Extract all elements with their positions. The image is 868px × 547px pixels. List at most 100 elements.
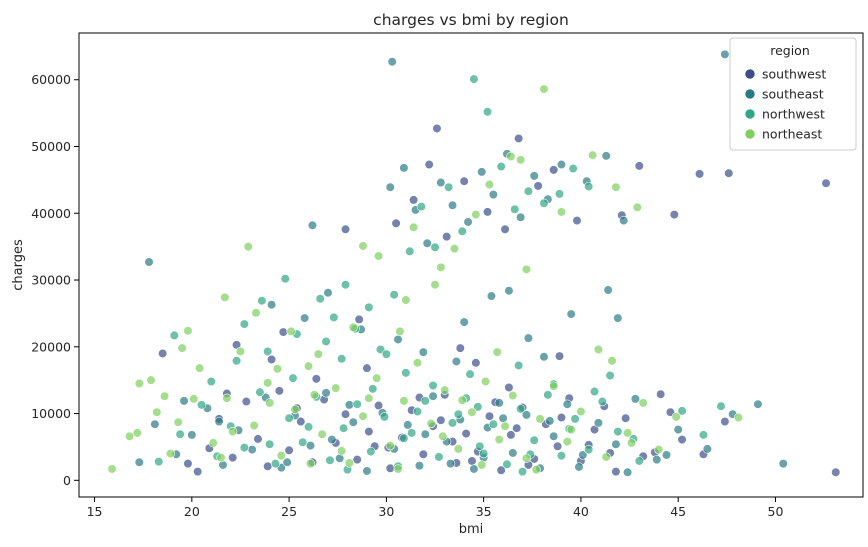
scatter-point-northeast (364, 393, 374, 403)
scatter-point-northwest (196, 400, 207, 410)
scatter-point-southeast (488, 189, 498, 200)
scatter-point-northeast (337, 446, 347, 456)
scatter-point-southwest (554, 351, 565, 361)
scatter-point-northeast (535, 414, 545, 424)
scatter-point-northeast (309, 390, 319, 400)
scatter-point-northwest (263, 346, 273, 357)
scatter-point-northeast (506, 151, 516, 162)
scatter-point-northwest (284, 413, 294, 423)
y-axis: 0 10000 20000 30000 40000 50000 60000 (31, 72, 79, 488)
scatter-point-southeast (486, 291, 497, 301)
scatter-point-northwest (634, 456, 644, 466)
scatter-point-southwest (311, 374, 321, 384)
scatter-point-southwest (193, 467, 203, 477)
scatter-point-southeast (305, 440, 316, 451)
scatter-point-southwest (267, 354, 277, 365)
scatter-point-northeast (372, 373, 382, 383)
scatter-point-southeast (566, 309, 576, 319)
scatter-point-southwest (278, 327, 288, 337)
scatter-point-northeast (124, 431, 135, 441)
scatter-point-southwest (506, 430, 516, 440)
scatter-point-southwest (677, 434, 687, 445)
scatter-point-southwest (228, 453, 238, 463)
y-tick-label: 20000 (31, 339, 71, 354)
scatter-point-northeast (438, 431, 448, 441)
scatter-point-northeast (152, 407, 162, 417)
scatter-point-southwest (253, 434, 263, 444)
scatter-point-northwest (453, 409, 463, 419)
scatter-point-northwest (325, 455, 335, 465)
scatter-point-southeast (422, 238, 432, 248)
scatter-point-southeast (399, 163, 409, 173)
scatter-point-southeast (344, 400, 355, 410)
scatter-point-southeast (601, 151, 611, 161)
scatter-point-southwest (436, 415, 446, 425)
scatter-point-northwest (516, 404, 526, 414)
scatter-point-southwest (467, 456, 477, 466)
scatter-point-northwest (280, 274, 290, 284)
scatter-point-northeast (401, 295, 411, 305)
scatter-point-northeast (235, 346, 246, 357)
scatter-point-southeast (436, 177, 446, 188)
x-axis: 15 20 25 30 35 40 45 50 (87, 497, 783, 519)
scatter-point-northeast (453, 444, 463, 454)
scatter-point-northeast (484, 179, 495, 190)
legend-label-northwest: northwest (762, 107, 825, 122)
scatter-point-northeast (177, 343, 187, 353)
y-axis-label: charges (11, 239, 26, 291)
scatter-point-southeast (603, 285, 613, 295)
scatter-point-northwest (539, 198, 549, 208)
scatter-point-northeast (160, 391, 170, 401)
scatter-point-southwest (263, 461, 273, 471)
scatter-point-northeast (467, 407, 477, 417)
scatter-point-northeast (480, 376, 491, 387)
scatter-point-northeast (623, 428, 633, 438)
scatter-point-southwest (694, 169, 705, 179)
scatter-point-southeast (387, 57, 397, 67)
scatter-point-southeast (508, 448, 518, 458)
scatter-point-southeast (613, 313, 623, 323)
scatter-point-northwest (465, 369, 475, 379)
scatter-point-northwest (364, 302, 374, 312)
scatter-point-northwest (352, 399, 362, 409)
y-tick-label: 40000 (31, 206, 71, 221)
scatter-point-southeast (459, 317, 469, 327)
scatter-point-northwest (473, 402, 483, 412)
scatter-point-northeast (539, 84, 549, 94)
scatter-point-southeast (134, 457, 144, 467)
scatter-point-southwest (284, 445, 294, 455)
scatter-point-northeast (317, 429, 327, 439)
scatter-point-northwest (677, 406, 687, 416)
scatter-point-northwest (430, 242, 440, 252)
scatter-point-northeast (348, 322, 358, 333)
scatter-point-southeast (539, 352, 549, 362)
scatter-point-northwest (434, 452, 444, 462)
scatter-point-northwest (255, 387, 265, 397)
scatter-point-northeast (305, 459, 316, 469)
scatter-point-southeast (348, 417, 358, 427)
scatter-point-southeast (521, 410, 532, 420)
scatter-point-southwest (241, 396, 251, 407)
scatter-point-northwest (457, 226, 467, 236)
scatter-point-southwest (461, 428, 471, 439)
scatter-point-southwest (442, 232, 452, 242)
plot-frame (78, 32, 864, 498)
scatter-point-northwest (329, 312, 339, 323)
scatter-point-northeast (228, 426, 238, 437)
scatter-point-northwest (514, 360, 524, 371)
scatter-point-southeast (179, 396, 189, 406)
scatter-point-southeast (545, 416, 555, 426)
scatter-point-northeast (393, 464, 403, 474)
scatter-point-southeast (187, 430, 197, 440)
scatter-point-northwest (401, 368, 411, 378)
scatter-point-northwest (270, 459, 281, 469)
scatter-point-southeast (516, 212, 526, 222)
scatter-point-southwest (352, 455, 362, 465)
scatter-point-northwest (428, 380, 438, 391)
scatter-point-southeast (498, 413, 508, 423)
scatter-point-southwest (471, 358, 481, 368)
scatter-point-northeast (601, 452, 611, 462)
scatter-point-southeast (451, 356, 462, 367)
scatter-point-northwest (239, 319, 249, 329)
scatter-point-southeast (477, 167, 487, 177)
